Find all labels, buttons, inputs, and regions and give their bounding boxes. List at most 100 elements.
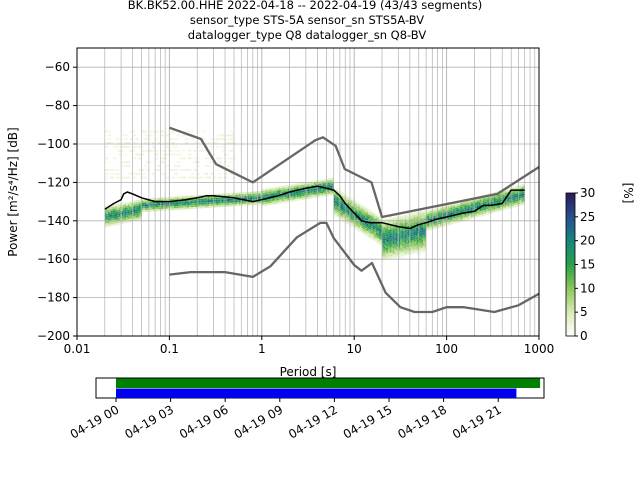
density-cell [121, 149, 125, 152]
density-cell [329, 191, 331, 194]
density-cell [137, 217, 139, 219]
density-cell [420, 246, 422, 248]
density-cell [197, 199, 199, 201]
density-cell [374, 230, 376, 233]
density-cell [480, 203, 482, 206]
density-cell [263, 190, 265, 193]
density-cell [467, 202, 470, 205]
density-cell [341, 213, 344, 216]
density-cell [420, 244, 422, 247]
density-cell [310, 189, 313, 191]
density-cell [438, 220, 440, 223]
density-cell [158, 197, 160, 200]
density-cell [389, 229, 392, 232]
density-cell [278, 192, 281, 195]
density-cell [420, 236, 422, 239]
density-cell [363, 213, 365, 216]
density-cell [190, 203, 193, 206]
density-cell [438, 206, 440, 209]
density-cell [386, 220, 389, 223]
density-cell [395, 222, 398, 225]
density-cell [377, 232, 379, 235]
density-cell [495, 197, 497, 199]
density-cell [492, 205, 494, 208]
density-cell [364, 208, 367, 211]
density-cell [357, 223, 359, 226]
density-cell [306, 185, 308, 188]
density-cell [304, 195, 307, 198]
density-cell [498, 200, 500, 202]
density-cell [284, 198, 287, 201]
density-cell [391, 229, 393, 232]
density-cell [461, 210, 463, 213]
density-cell [260, 196, 262, 199]
density-cell [423, 212, 425, 215]
density-cell [407, 250, 410, 253]
density-cell [247, 195, 250, 198]
density-cell [178, 207, 181, 210]
density-cell [368, 224, 370, 227]
density-cell [157, 169, 161, 171]
colorbar-swatch [566, 285, 575, 289]
density-cell [152, 207, 154, 210]
density-cell [290, 186, 293, 189]
density-cell [165, 134, 170, 137]
density-cell [484, 202, 487, 204]
density-cell [352, 216, 354, 219]
colorbar-swatch [566, 204, 575, 208]
density-cell [371, 235, 373, 238]
density-cell [346, 195, 348, 197]
density-cell [188, 169, 192, 171]
density-cell [201, 149, 206, 152]
density-cell [333, 214, 336, 216]
density-cell [229, 138, 234, 141]
density-cell [251, 195, 253, 198]
density-cell [192, 199, 194, 202]
density-cell [391, 227, 393, 230]
density-cell [304, 193, 307, 196]
density-cell [366, 211, 368, 214]
density-cell [427, 217, 430, 220]
density-cell [207, 202, 210, 205]
density-cell [174, 138, 178, 141]
density-cell [364, 212, 367, 215]
density-cell [271, 199, 273, 202]
density-cell [406, 243, 408, 246]
density-cell [115, 217, 117, 220]
density-cell [338, 195, 340, 198]
density-cell [412, 243, 414, 246]
density-cell [498, 198, 500, 201]
density-cell [218, 205, 221, 208]
density-cell [388, 230, 390, 232]
density-cell [301, 182, 304, 185]
density-cell [110, 222, 113, 225]
density-cell [138, 210, 140, 213]
density-cell [382, 252, 384, 255]
density-cell [435, 221, 437, 224]
density-cell [138, 205, 140, 207]
density-cell [438, 214, 440, 217]
density-cell [292, 184, 294, 187]
density-cell [443, 221, 445, 223]
density-cell [486, 199, 488, 202]
density-cell [483, 206, 485, 209]
density-cell [147, 202, 150, 205]
density-cell [493, 195, 496, 198]
density-cell [377, 220, 379, 223]
density-cell [407, 241, 410, 243]
density-cell [140, 212, 142, 215]
density-cell [410, 252, 413, 254]
density-cell [123, 208, 125, 211]
density-cell [149, 205, 151, 208]
density-cell [438, 210, 440, 213]
density-cell [364, 226, 367, 229]
density-cell [226, 138, 231, 141]
data-coverage-bar [116, 378, 541, 388]
density-cell [147, 200, 150, 203]
density-cell [447, 223, 450, 226]
density-cell [114, 204, 116, 207]
density-cell [518, 190, 520, 193]
density-cell [284, 191, 287, 194]
density-cell [518, 200, 520, 203]
density-cell [392, 236, 395, 239]
